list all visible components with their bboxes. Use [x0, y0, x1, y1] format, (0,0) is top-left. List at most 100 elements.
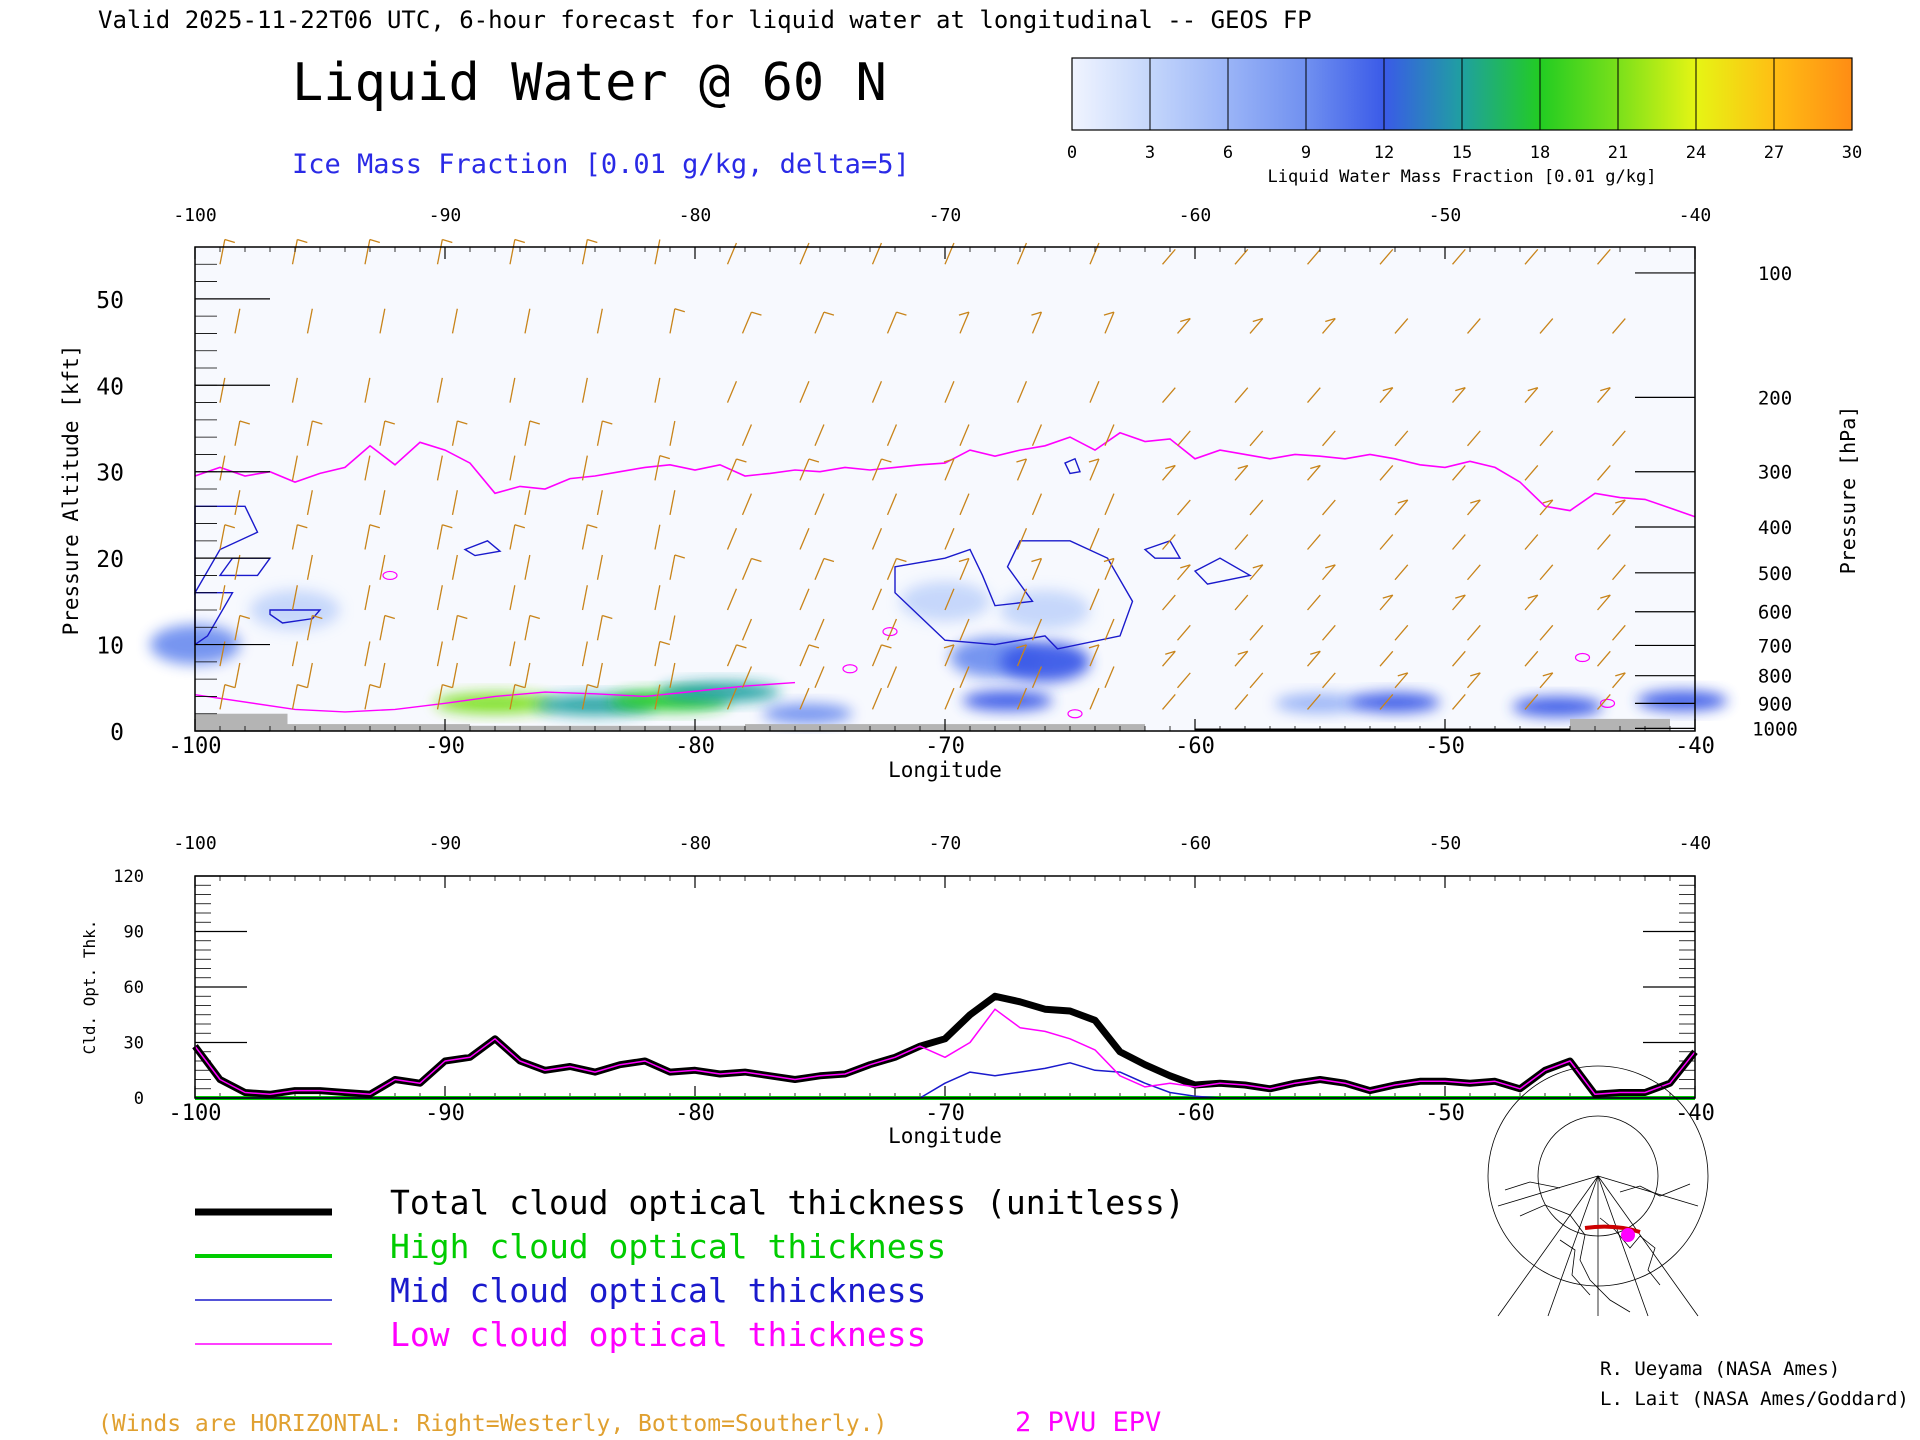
- wind-barb-flag: [1325, 564, 1336, 569]
- x-tick-label: -40: [1675, 734, 1715, 759]
- wind-barb-shaft: [306, 554, 313, 580]
- wind-barb-flag: [823, 557, 835, 563]
- wind-barb-shaft: [509, 641, 516, 667]
- wind-barb-shaft: [871, 687, 883, 710]
- wind-barb-shaft: [726, 588, 738, 611]
- wind-barb-shaft: [1597, 594, 1611, 611]
- wind-barb-shaft: [1307, 650, 1321, 667]
- wind-barb-shaft: [234, 308, 241, 334]
- wind-barb-shaft: [1234, 387, 1249, 403]
- wind-barb-shaft: [596, 308, 603, 334]
- wind-barb-shaft: [1104, 311, 1115, 334]
- wind-barb-shaft: [291, 585, 298, 611]
- wind-barb-shaft: [1539, 499, 1554, 516]
- wind-barb-shaft: [596, 490, 603, 516]
- wind-barb-shaft: [596, 554, 603, 580]
- wind-barb-shaft: [1162, 594, 1176, 611]
- wind-barb-shaft: [364, 585, 371, 611]
- wind-barb-shaft: [1394, 672, 1409, 689]
- wind-barb-flag: [896, 557, 907, 563]
- wind-barb-shaft: [1307, 465, 1321, 481]
- wind-barb-flag: [674, 554, 686, 559]
- x-axis-label: Longitude: [888, 1124, 1002, 1148]
- wind-barb-shaft: [1322, 564, 1336, 581]
- wind-barb-shaft: [436, 377, 443, 403]
- wind-barb-shaft: [1016, 527, 1028, 550]
- x-tick-label-top: -80: [679, 833, 712, 854]
- wind-barb-shaft: [886, 311, 898, 334]
- wind-barb-shaft: [959, 493, 970, 516]
- wind-barb-shaft: [1031, 666, 1043, 689]
- wind-barb-flag: [297, 684, 308, 689]
- wind-barb-shaft: [1539, 624, 1554, 641]
- wind-barb-shaft: [1597, 387, 1611, 403]
- wind-barb-shaft: [1234, 534, 1249, 550]
- wind-barb-flag: [602, 614, 613, 620]
- colorbar-cell: [1228, 58, 1307, 130]
- wind-barb-shaft: [1031, 493, 1043, 516]
- wind-barb-flag: [224, 684, 236, 689]
- y-tick-label: 90: [124, 923, 144, 943]
- x-tick-label: -70: [925, 734, 965, 759]
- wind-barb-flag: [751, 311, 762, 316]
- wind-barb-shaft: [871, 381, 883, 403]
- x-tick-label-top: -90: [429, 833, 462, 854]
- wind-barb-flag: [587, 684, 598, 689]
- wind-barb-shaft: [741, 493, 753, 516]
- wind-barb-flag: [1237, 464, 1248, 470]
- wind-barb-flag: [587, 238, 598, 244]
- wind-barb-flag: [457, 420, 468, 425]
- wind-barb-shaft: [1177, 499, 1191, 516]
- wind-barb-shaft: [581, 684, 588, 710]
- wind-barb-shaft: [1394, 624, 1409, 641]
- series-total-line: [192, 992, 1698, 1098]
- wind-barb-shaft: [524, 662, 531, 688]
- wind-barb-flag: [881, 458, 892, 463]
- wind-barb-shaft: [669, 490, 676, 516]
- wind-barb-flag: [881, 644, 892, 649]
- wind-barb-shaft: [1307, 694, 1321, 710]
- wind-barb-shaft: [1379, 594, 1394, 611]
- locator-point: [1621, 1228, 1635, 1242]
- wind-barb-shaft: [1234, 248, 1249, 265]
- x-tick-label-top: -40: [1679, 833, 1712, 854]
- wind-barb-flag: [384, 420, 396, 425]
- wind-barb-shaft: [524, 615, 531, 641]
- wind-barb-shaft: [1467, 672, 1481, 689]
- wind-barb-shaft: [581, 455, 588, 481]
- wind-barb-shaft: [436, 684, 443, 710]
- x-tick-label-top: -80: [679, 205, 712, 226]
- pressure-tick-label: 200: [1758, 387, 1792, 409]
- wind-barb-shaft: [886, 558, 898, 581]
- colorbar: 0 3 6 9 12 15 18 21 24 27 30: [1067, 57, 1862, 163]
- wind-barb-shaft: [1016, 458, 1028, 481]
- wind-barb-shaft: [814, 666, 825, 689]
- wind-barb-shaft: [669, 662, 676, 688]
- wind-barb-shaft: [1162, 248, 1176, 265]
- wind-barb-flag: [312, 614, 323, 620]
- wind-barb-shaft: [726, 458, 738, 481]
- wind-barb-flag: [1470, 672, 1481, 677]
- wind-barb-shaft: [219, 524, 226, 550]
- wind-barb-shaft: [509, 684, 516, 710]
- wind-barb-shaft: [1612, 624, 1626, 641]
- wind-barb-shaft: [1379, 465, 1394, 481]
- wind-barb-shaft: [509, 524, 516, 550]
- wind-barb-shaft: [436, 641, 443, 667]
- wind-barb-shaft: [1104, 666, 1115, 689]
- liquid-water-patches: [150, 581, 1728, 724]
- wind-barb-shaft: [959, 311, 970, 334]
- x-axis-label: Longitude: [888, 758, 1002, 782]
- wind-barb-flag: [1016, 458, 1027, 463]
- wind-barb-shaft: [1177, 318, 1191, 334]
- wind-barb-shaft: [669, 615, 676, 641]
- wind-barb-shaft: [234, 615, 241, 641]
- wind-barb-flag: [1397, 499, 1408, 504]
- x-tick-label: -60: [1175, 734, 1215, 759]
- pressure-tick-label: 600: [1758, 602, 1792, 624]
- x-tick-label-top: -50: [1429, 205, 1462, 226]
- ice-contour: [1143, 540, 1182, 559]
- wind-barb-shaft: [1322, 499, 1336, 516]
- wind-barb-shaft: [1016, 588, 1028, 611]
- wind-barb-shaft: [799, 687, 810, 710]
